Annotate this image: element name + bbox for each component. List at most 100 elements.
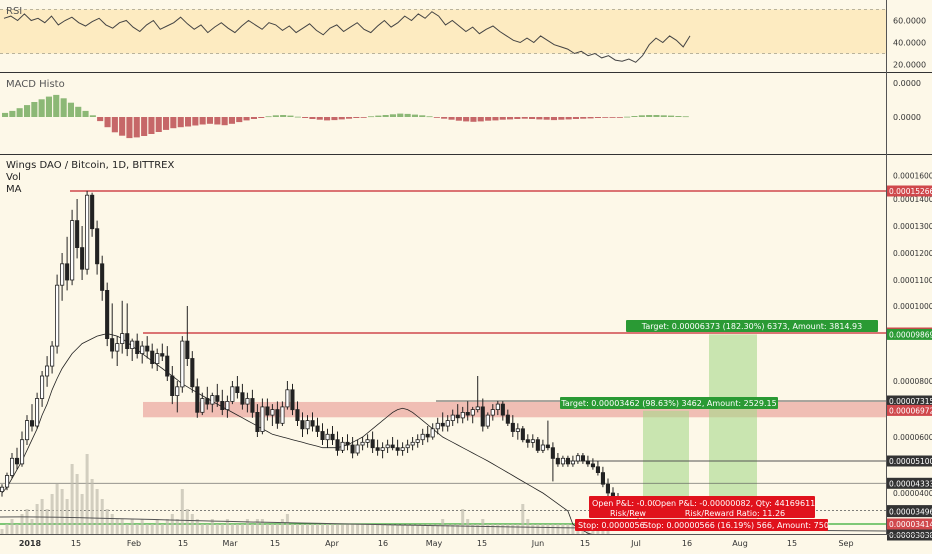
time-axis[interactable]: 2018 15 Feb 15 Mar 15 Apr 16 May 15 Jun 15 Jul 16 Aug 1… [19,539,854,548]
candle-body [105,289,110,339]
volume-bar [456,524,460,534]
volume-bar [270,524,274,534]
macd-bar [477,117,484,122]
macd-bar [82,110,89,117]
volume-bar [536,524,540,534]
macd-bar [9,110,16,117]
target-label-2: Target: 0.00003462 (98.63%) 3462, Amount… [560,399,776,408]
volume-bar [561,524,565,534]
macd-bar [580,117,587,119]
candle-body [115,343,120,352]
volume-bar [230,524,234,534]
candle-body [250,398,255,413]
macd-bar [609,117,616,118]
rsi-panel[interactable]: RSI 60.0000 40.0000 20.0000 [0,6,926,70]
macd-bar [163,117,170,130]
rsi-tick-label: 40.0000 [893,39,926,48]
candle-body [165,355,170,377]
candle-body [435,422,440,430]
candle-body [125,333,130,350]
candle-body [40,375,45,399]
candle-body [520,428,525,441]
candle-body [580,455,585,462]
candle-body [525,439,530,443]
volume-bar [175,519,179,534]
macd-bar [411,114,418,117]
macd-bar [250,117,257,119]
macd-bar [331,117,338,121]
volume-bar [140,519,144,534]
candle-body [225,400,230,410]
candle-body [445,420,450,427]
pnl-label-bg [655,496,815,518]
volume-bar [451,524,455,534]
macd-bar [624,116,631,118]
candle-body [600,472,605,485]
candle-body [345,441,350,446]
macd-bar [448,117,455,120]
chart-title: Wings DAO / Bitcoin, 1D, BITTREX [6,160,174,171]
macd-bar [675,116,682,117]
volume-bar [426,524,430,534]
candle-body [470,409,475,416]
level-tag-label: 0.00007315 [889,397,932,406]
macd-bar [360,117,367,118]
macd-bar [463,117,470,122]
candle-body [70,220,75,281]
macd-bar [31,102,38,117]
macd-bar [550,117,557,121]
candle-body [19,439,25,465]
candle-body [185,340,190,360]
candle-body [85,194,90,270]
legend-ma: MA [6,184,22,195]
candle-body [390,444,395,449]
volume-bar [80,494,84,534]
candle-body [235,386,240,393]
candle-body [485,414,490,427]
macd-bar [470,117,477,122]
volume-bar [471,524,475,534]
candle-body [265,406,270,416]
candle-body [5,475,10,488]
macd-bar [265,116,272,118]
macd-bar [631,116,638,117]
candle-series [0,190,641,519]
volume-bar [215,524,219,534]
time-tick-label: Aug [732,539,748,548]
level-tag-label: 0.00015266 [889,187,932,196]
volume-bar [401,524,405,534]
candle-body [55,284,60,347]
candle-body [80,247,85,270]
macd-bar [397,113,404,117]
candle-body [530,439,535,443]
macd-bar [2,112,9,117]
price-panel[interactable]: Target: 0.00006373 (182.30%) 6373, Amoun… [0,160,886,539]
candle-body [150,350,155,365]
pnl-label-bg [589,496,663,518]
macd-bar [485,117,492,121]
candle-body [50,345,55,367]
volume-bar [260,519,264,534]
volume-bar [346,524,349,534]
volume-bar [371,524,375,534]
time-tick-label: Apr [325,539,340,548]
volume-series [0,454,886,534]
candle-body [240,392,245,405]
volume-bar [376,524,380,534]
macd-bar [668,115,675,117]
macd-bar [492,117,499,121]
volume-bar [321,524,324,534]
ma-line [1,333,593,534]
macd-bar [441,117,448,119]
candle-body [505,414,510,424]
candle-body [200,398,205,413]
rsi-tick-label: 20.0000 [893,61,926,70]
macd-bar [126,117,133,139]
macd-panel[interactable]: MACD Histo 0.0000 0.0000 [2,79,921,139]
volume-bar [441,519,445,534]
volume-bar [316,524,319,534]
candle-body [275,409,280,424]
candle-body [110,338,115,352]
